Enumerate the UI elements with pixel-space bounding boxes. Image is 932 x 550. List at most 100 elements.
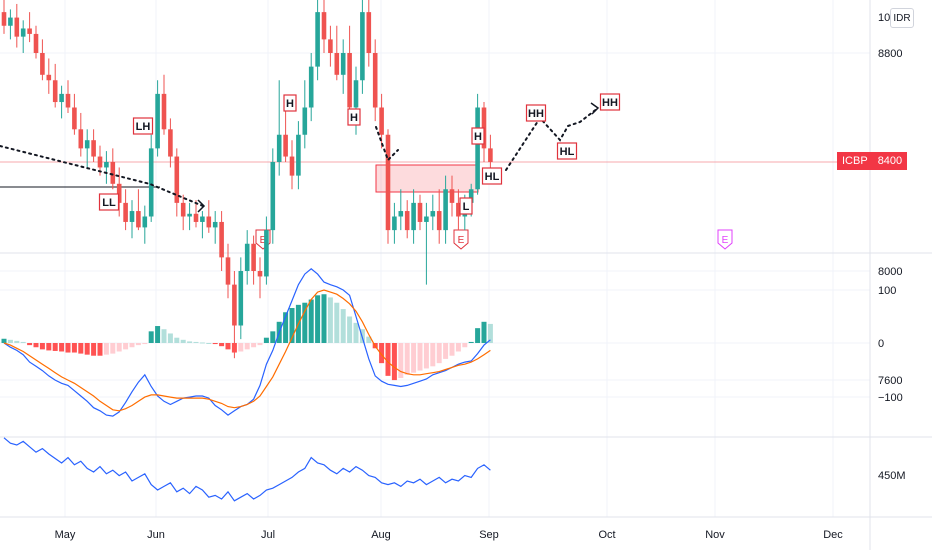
candle-body: [366, 12, 372, 53]
candle-body: [129, 211, 135, 222]
candle-body: [417, 202, 423, 222]
price-tick-label: 8000: [878, 266, 902, 278]
candle-body: [174, 156, 180, 203]
currency-badge[interactable]: IDR: [890, 8, 914, 28]
candle-body: [219, 221, 224, 258]
pattern-label-text: LL: [102, 197, 116, 209]
time-axis-label: Aug: [371, 529, 391, 541]
macd-histogram-bar: [103, 343, 109, 355]
pattern-label-text: LH: [136, 121, 151, 133]
candle-body: [398, 211, 404, 217]
candle-body: [456, 202, 461, 217]
macd-histogram-bar: [475, 328, 481, 343]
time-axis-label: May: [55, 529, 76, 541]
pattern-label-hl: HL: [481, 167, 503, 185]
macd-histogram-bar: [167, 333, 173, 343]
candle-body: [8, 17, 13, 26]
volume-tick-label: 450M: [878, 470, 906, 482]
pattern-label-hh: HH: [599, 93, 621, 111]
macd-histogram-bar: [347, 316, 353, 343]
macd-histogram-bar: [20, 341, 26, 343]
macd-histogram-bar: [71, 343, 77, 353]
candle-body: [193, 213, 199, 222]
macd-histogram-bar: [468, 341, 474, 343]
macd-histogram-bar: [27, 343, 33, 346]
pattern-label-lh: LH: [132, 117, 154, 135]
macd-histogram-bar: [443, 343, 449, 359]
macd-histogram-bar: [52, 343, 58, 351]
pattern-label-text: HH: [602, 97, 618, 109]
candle-body: [65, 93, 71, 108]
pattern-label-text: L: [463, 201, 470, 213]
candle-body: [84, 140, 90, 149]
candle-body: [379, 107, 384, 135]
macd-histogram-bar: [187, 341, 193, 343]
macd-histogram-bar: [129, 343, 135, 348]
candle-body: [315, 12, 320, 67]
macd-histogram-bar: [33, 343, 39, 348]
candle-body: [270, 162, 276, 231]
candle-body: [148, 148, 154, 217]
candle-body: [360, 12, 365, 81]
macd-histogram-bar: [436, 343, 442, 364]
macd-histogram-bar: [366, 336, 372, 343]
macd-histogram-bar: [135, 343, 141, 346]
dotted-move-arrow: [375, 126, 399, 162]
macd-histogram-bar: [315, 295, 321, 343]
candle-body: [411, 202, 416, 231]
macd-histogram-bar: [219, 343, 225, 347]
current-price-tag: ICBP 8400: [837, 152, 908, 170]
candle-body: [449, 189, 455, 203]
candle-body: [104, 162, 109, 168]
symbol-label: ICBP: [837, 155, 873, 167]
macd-histogram-bar: [199, 342, 205, 344]
candle-body: [251, 243, 256, 271]
candle-body: [430, 211, 436, 217]
pattern-label-box: [347, 108, 361, 126]
dotted-trend-arrow: [0, 145, 204, 207]
candle-body: [225, 257, 231, 285]
pattern-label-ll: LL: [98, 193, 120, 211]
candle-body: [385, 134, 391, 231]
pattern-label-h: H: [471, 127, 485, 145]
macd-tick-label: −100: [878, 392, 903, 404]
macd-histogram-bar: [417, 343, 423, 371]
macd-histogram-bar: [289, 308, 295, 343]
consolidation-box: [375, 164, 479, 193]
macd-histogram-bar: [39, 343, 45, 350]
candle-body: [212, 221, 218, 228]
macd-histogram-bar: [455, 343, 461, 352]
candle-body: [59, 93, 64, 103]
candle-body: [347, 53, 352, 108]
annotations: [0, 102, 600, 213]
candle-body: [200, 216, 205, 222]
candle-body: [468, 189, 474, 203]
candle-body: [97, 156, 103, 168]
candle-body: [78, 129, 84, 149]
macd-histogram-bar: [423, 343, 429, 369]
candle-body: [52, 80, 58, 103]
time-axis: May Jun Jul Aug Sep Oct Nov Dec: [55, 529, 844, 541]
candle-body: [424, 216, 429, 222]
macd-histogram-bar: [123, 343, 129, 350]
macd-histogram-bar: [65, 343, 71, 353]
candle-body: [353, 80, 359, 108]
pattern-label-text: HH: [528, 108, 544, 120]
macd-histogram-bar: [142, 343, 148, 345]
volume-pane: [3, 437, 491, 502]
candle-body: [404, 211, 410, 231]
macd-histogram-bar: [1, 338, 7, 343]
pattern-label-h: H: [283, 94, 297, 112]
macd-histogram-bar: [385, 343, 391, 376]
candle-body: [33, 33, 39, 53]
candle-body: [123, 202, 128, 222]
pattern-label-box: [481, 167, 503, 185]
macd-histogram-bar: [225, 343, 231, 350]
candle-body: [142, 216, 148, 228]
earnings-marker: E: [717, 229, 733, 250]
time-axis-label: Dec: [823, 529, 843, 541]
macd-histogram-bar: [487, 323, 493, 343]
macd-histogram-bar: [155, 326, 161, 343]
